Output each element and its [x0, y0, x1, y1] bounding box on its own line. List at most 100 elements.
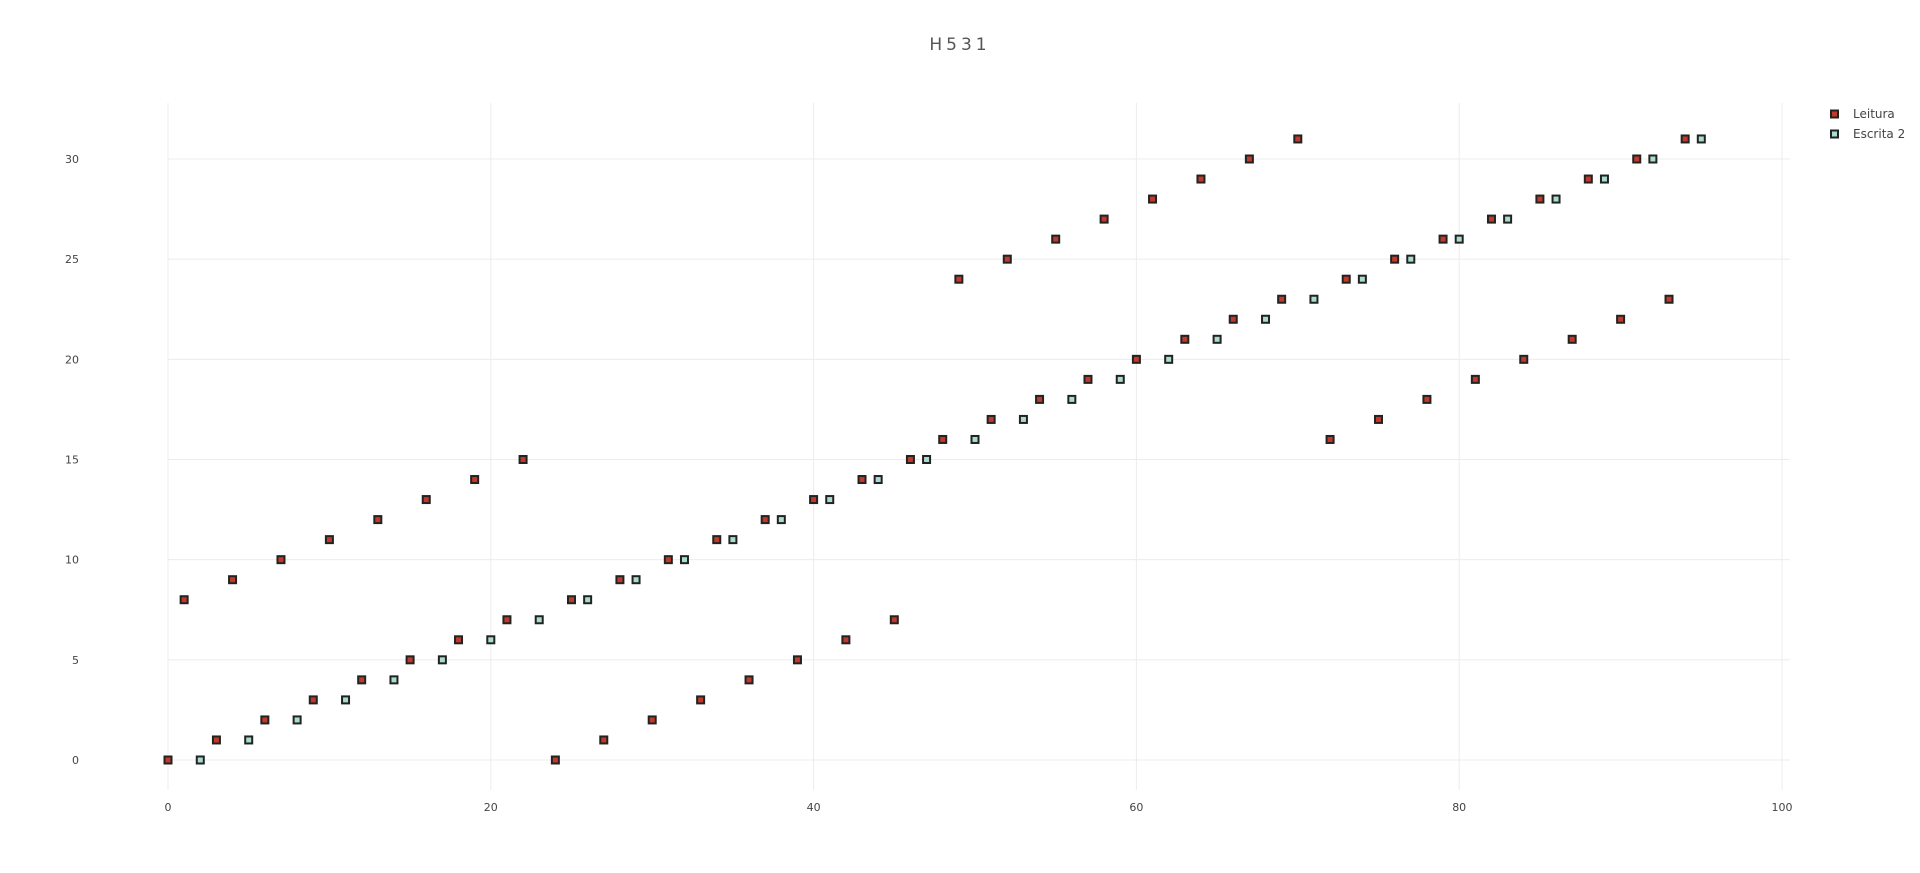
- data-point: [1083, 374, 1093, 384]
- data-point: [1244, 154, 1254, 164]
- data-point: [1018, 414, 1028, 424]
- data-point: [1664, 294, 1674, 304]
- data-point: [1680, 134, 1690, 144]
- data-point: [1616, 314, 1626, 324]
- data-point: [1180, 334, 1190, 344]
- y-tick-label: 25: [65, 253, 79, 266]
- data-point: [712, 535, 722, 545]
- data-point: [1390, 254, 1400, 264]
- data-point: [1228, 314, 1238, 324]
- data-point: [1486, 214, 1496, 224]
- data-point: [1099, 214, 1109, 224]
- data-point: [1261, 314, 1271, 324]
- data-point: [373, 515, 383, 525]
- data-point: [1196, 174, 1206, 184]
- data-point: [244, 735, 254, 745]
- data-point: [1406, 254, 1416, 264]
- data-point: [1357, 274, 1367, 284]
- data-point: [728, 535, 738, 545]
- y-tick-label: 10: [65, 554, 79, 567]
- data-point: [1551, 194, 1561, 204]
- data-point: [454, 635, 464, 645]
- data-point: [292, 715, 302, 725]
- data-point: [631, 575, 641, 585]
- data-point: [550, 755, 560, 765]
- data-point: [696, 695, 706, 705]
- x-tick-label: 60: [1129, 801, 1143, 814]
- grid-lines: [167, 103, 1790, 790]
- data-point: [357, 675, 367, 685]
- series-1: [195, 134, 1706, 765]
- data-point: [1309, 294, 1319, 304]
- data-point: [889, 615, 899, 625]
- data-point: [873, 475, 883, 485]
- data-point: [1567, 334, 1577, 344]
- legend-marker: [1830, 109, 1839, 119]
- data-points: [163, 134, 1706, 765]
- data-point: [776, 515, 786, 525]
- data-point: [857, 475, 867, 485]
- data-point: [1470, 374, 1480, 384]
- data-point: [583, 595, 593, 605]
- data-point: [760, 515, 770, 525]
- x-tick-label: 100: [1772, 801, 1793, 814]
- legend-marker: [1830, 129, 1839, 139]
- data-point: [647, 715, 657, 725]
- y-tick-label: 20: [65, 353, 79, 366]
- data-point: [938, 434, 948, 444]
- data-point: [954, 274, 964, 284]
- data-point: [970, 434, 980, 444]
- data-point: [341, 695, 351, 705]
- data-point: [276, 555, 286, 565]
- data-point: [1067, 394, 1077, 404]
- data-point: [470, 475, 480, 485]
- legend-item-1[interactable]: Escrita 2: [1830, 127, 1905, 141]
- data-point: [567, 595, 576, 605]
- x-tick-label: 80: [1452, 801, 1466, 814]
- legend-label: Escrita 2: [1853, 127, 1905, 141]
- data-point: [1212, 334, 1222, 344]
- data-point: [179, 595, 189, 605]
- data-point: [1438, 234, 1448, 244]
- data-point: [534, 615, 544, 625]
- data-point: [905, 455, 915, 464]
- data-point: [1164, 354, 1174, 364]
- data-point: [809, 495, 819, 505]
- data-point: [744, 675, 754, 685]
- data-point: [228, 575, 238, 585]
- data-point: [792, 655, 802, 665]
- series-0: [163, 134, 1690, 765]
- x-tick-label: 40: [807, 801, 821, 814]
- data-point: [1583, 174, 1593, 184]
- data-point: [615, 575, 625, 585]
- data-point: [841, 635, 851, 645]
- x-tick-label: 0: [165, 801, 172, 814]
- data-point: [1115, 374, 1125, 384]
- data-point: [1148, 194, 1158, 204]
- data-point: [195, 755, 205, 765]
- data-point: [421, 495, 431, 505]
- data-point: [437, 655, 447, 665]
- legend[interactable]: Leitura Escrita 2: [1830, 107, 1905, 141]
- data-point: [922, 455, 932, 464]
- y-tick-label: 15: [65, 454, 79, 467]
- data-point: [1454, 234, 1464, 244]
- data-point: [1035, 394, 1045, 404]
- data-point: [308, 695, 318, 705]
- data-point: [1002, 254, 1012, 264]
- data-point: [825, 495, 835, 505]
- data-point: [324, 535, 334, 545]
- x-tick-label: 20: [484, 801, 498, 814]
- legend-item-0[interactable]: Leitura: [1830, 107, 1895, 121]
- data-point: [1374, 414, 1383, 424]
- data-point: [1535, 194, 1545, 204]
- data-point: [986, 414, 996, 424]
- data-point: [1519, 354, 1529, 364]
- chart-title: H531: [929, 35, 990, 55]
- data-point: [1503, 214, 1513, 224]
- data-point: [1599, 174, 1609, 184]
- data-point: [389, 675, 399, 685]
- data-point: [1051, 234, 1061, 244]
- y-tick-label: 30: [65, 153, 79, 166]
